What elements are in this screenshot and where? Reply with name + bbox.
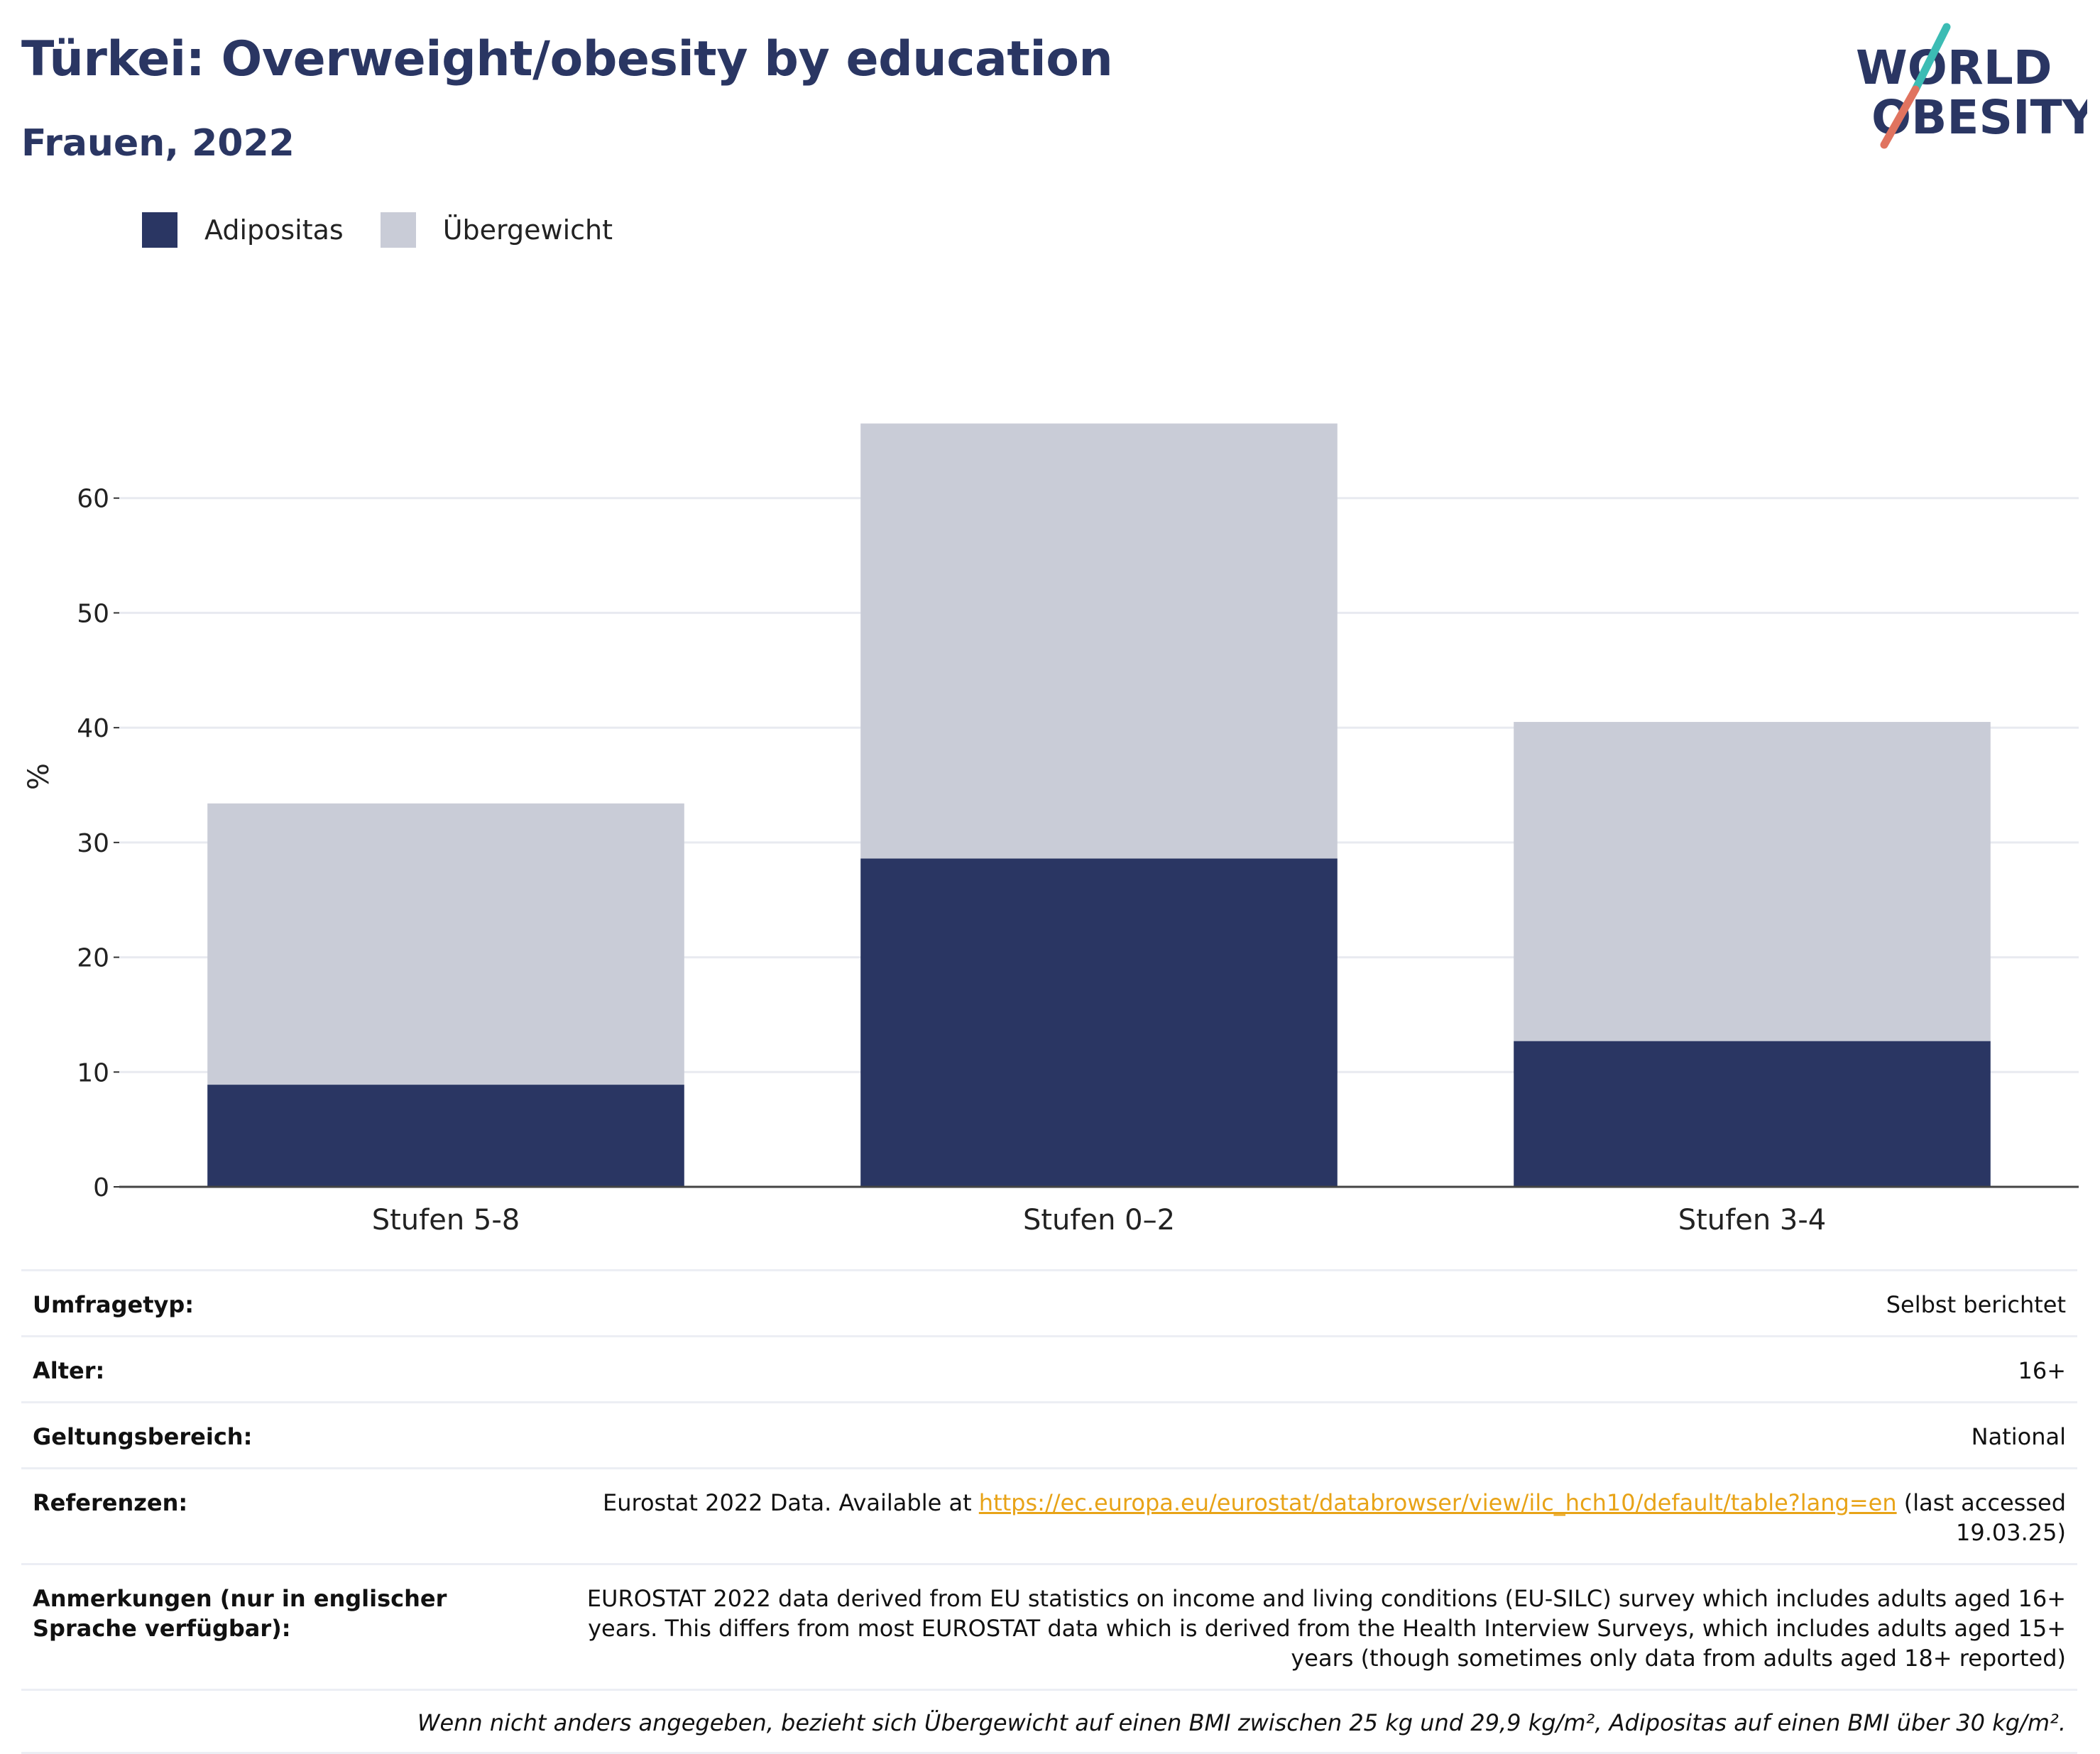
y-tick-label-30: 30	[77, 829, 109, 858]
info-label-age: Alter:	[33, 1357, 105, 1384]
x-category-label-1: Stufen 0–2	[1023, 1204, 1175, 1237]
info-row-notes: Anmerkungen (nur in englischer Sprache v…	[21, 1563, 2077, 1689]
bar-uebergewicht-0[interactable]	[207, 803, 684, 1085]
axes: % 0 10 20 30 40 50 60 Stufen 5-8 Stufen 0–2 Stufe…	[23, 485, 2079, 1237]
legend-label-uebergewicht: Übergewicht	[442, 214, 613, 246]
x-category-label-2: Stufen 3-4	[1678, 1204, 1827, 1237]
bar-uebergewicht-1[interactable]	[860, 423, 1338, 859]
bar-adipositas-0[interactable]	[207, 1085, 684, 1187]
bmi-footnote: Wenn nicht anders angegeben, bezieht sic…	[21, 1689, 2077, 1754]
info-table: Umfragetyp: Selbst berichtet Alter: 16+ …	[21, 1269, 2077, 1754]
info-label-survey-type: Umfragetyp:	[33, 1291, 195, 1318]
info-row-references: Referenzen: Eurostat 2022 Data. Availabl…	[21, 1467, 2077, 1563]
references-link[interactable]: https://ec.europa.eu/eurostat/databrowse…	[978, 1489, 1897, 1516]
info-label-notes: Anmerkungen (nur in englischer Sprache v…	[33, 1585, 447, 1642]
page-title: Türkei: Overweight/obesity by education	[21, 31, 1113, 87]
bar-adipositas-2[interactable]	[1514, 1041, 1991, 1187]
info-row-survey-type: Umfragetyp: Selbst berichtet	[21, 1269, 2077, 1335]
legend-swatch-adipositas	[142, 212, 177, 248]
legend-label-adipositas: Adipositas	[204, 214, 344, 246]
legend-item-adipositas[interactable]: Adipositas	[142, 212, 344, 248]
bar-uebergewicht-2[interactable]	[1514, 722, 1991, 1041]
logo-word-1: WORLD	[1856, 40, 2052, 95]
info-label-scope: Geltungsbereich:	[33, 1423, 253, 1450]
y-tick-label-10: 10	[77, 1058, 109, 1087]
y-tick-label-0: 0	[93, 1173, 109, 1202]
info-row-scope: Geltungsbereich: National	[21, 1401, 2077, 1467]
info-value-references: Eurostat 2022 Data. Available at https:/…	[544, 1488, 2066, 1547]
page-subtitle: Frauen, 2022	[21, 122, 295, 165]
info-value-survey-type: Selbst berichtet	[1886, 1291, 2066, 1318]
references-suffix: (last accessed 19.03.25)	[1896, 1489, 2066, 1546]
chart-legend: Adipositas Übergewicht	[142, 209, 650, 251]
legend-item-uebergewicht[interactable]: Übergewicht	[380, 212, 613, 248]
y-tick-label-50: 50	[77, 599, 109, 628]
logo-slash-coral	[1880, 85, 1920, 149]
info-value-age: 16+	[2018, 1357, 2066, 1384]
world-obesity-logo: WORLD OBESITY	[1856, 23, 2087, 149]
x-category-label-0: Stufen 5-8	[372, 1204, 520, 1237]
bars	[207, 423, 1991, 1187]
y-tick-label-60: 60	[77, 485, 109, 514]
y-tick-label-40: 40	[77, 714, 109, 743]
stacked-bar-chart: % 0 10 20 30 40 50 60 Stufen 5-8 Stufen 0–2 Stufe…	[23, 423, 2079, 1237]
y-axis-title: %	[23, 763, 55, 790]
legend-swatch-uebergewicht	[380, 212, 416, 248]
info-value-notes: EUROSTAT 2022 data derived from EU stati…	[586, 1585, 2066, 1672]
info-value-scope: National	[1971, 1423, 2066, 1450]
info-label-references: Referenzen:	[33, 1489, 188, 1516]
bar-adipositas-1[interactable]	[860, 858, 1338, 1187]
info-row-age: Alter: 16+	[21, 1335, 2077, 1401]
logo-slash-teal	[1911, 23, 1951, 94]
references-prefix: Eurostat 2022 Data. Available at	[603, 1489, 979, 1516]
y-tick-label-20: 20	[77, 944, 109, 973]
